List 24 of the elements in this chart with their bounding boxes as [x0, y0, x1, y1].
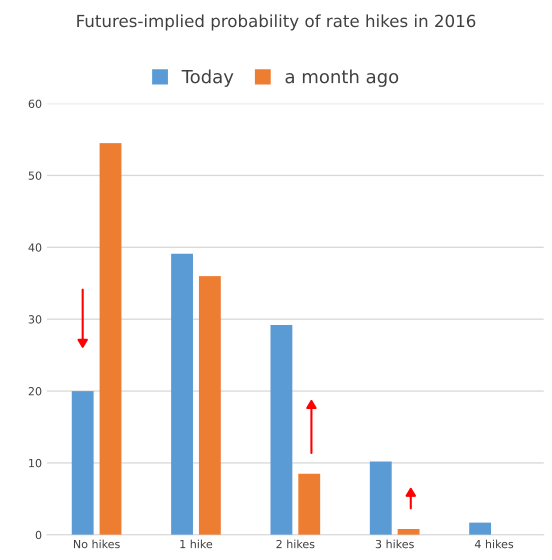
y-tick-label: 10 — [29, 458, 42, 468]
y-tick-label: 50 — [28, 171, 42, 180]
bar — [270, 324, 292, 535]
bar — [171, 254, 193, 535]
legend-label: Today — [182, 69, 234, 87]
y-tick-label: 60 — [28, 100, 42, 108]
y-tick-label: 20 — [28, 387, 42, 396]
bar — [72, 391, 94, 535]
x-tick-label: 1 hike — [180, 540, 212, 548]
chart-title: Futures-implied probability of rate hikes in 2016 — [77, 14, 476, 30]
bar — [298, 474, 320, 535]
x-tick-label: 3 hikes — [376, 540, 414, 548]
bar — [398, 529, 420, 535]
y-tick-label: 0 — [36, 530, 42, 540]
x-tick-label: 4 hikes — [474, 540, 514, 548]
y-tick-label: 40 — [28, 243, 42, 252]
x-tick-label: No hikes — [74, 540, 120, 548]
legend-label: a month ago — [286, 69, 398, 87]
bar — [100, 143, 122, 535]
y-tick-label: 30 — [28, 315, 42, 324]
x-tick-label: 2 hikes — [276, 540, 314, 548]
bar — [469, 522, 492, 535]
bar — [198, 276, 221, 535]
bar — [370, 461, 392, 535]
